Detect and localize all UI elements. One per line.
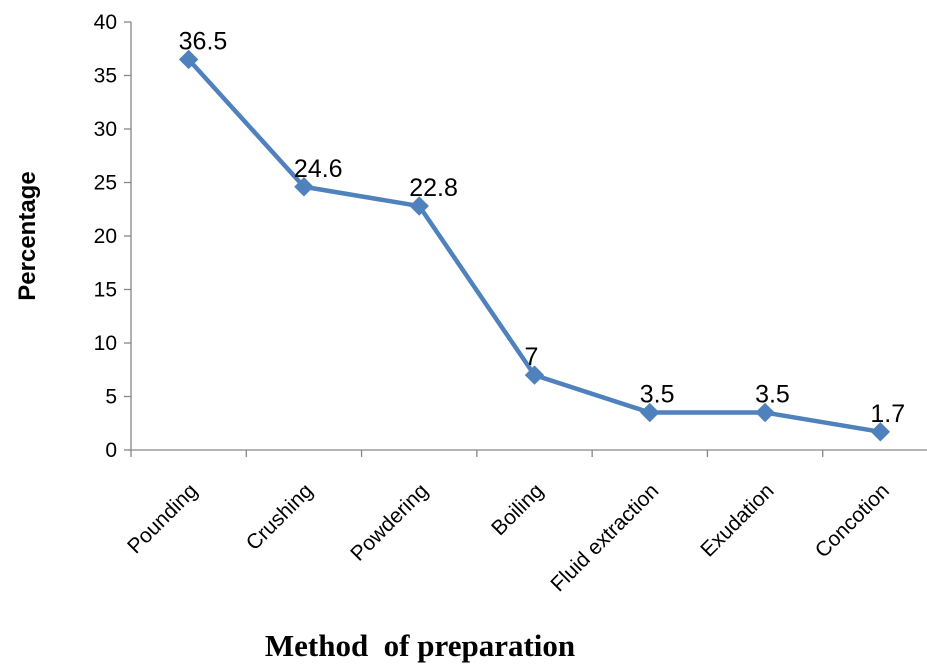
x-axis-title: Method of preparation bbox=[265, 628, 575, 663]
data-point-marker bbox=[178, 49, 199, 70]
y-tick-label: 10 bbox=[94, 332, 117, 355]
data-label: 3.5 bbox=[755, 381, 790, 409]
data-labels: 36.5 24.6 22.8 7 3.5 3.5 1.7 bbox=[179, 27, 905, 427]
x-category-label: Pounding bbox=[123, 479, 202, 558]
data-point-marker bbox=[640, 402, 660, 423]
y-axis: 0 5 10 15 20 25 30 35 40 bbox=[94, 11, 132, 462]
y-tick-label: 5 bbox=[105, 386, 117, 409]
data-point-marker bbox=[294, 177, 314, 197]
data-label: 7 bbox=[525, 343, 539, 371]
y-tick-label: 0 bbox=[105, 439, 117, 462]
y-tick-label: 40 bbox=[94, 11, 117, 34]
data-label: 36.5 bbox=[179, 27, 228, 55]
data-point-marker bbox=[755, 402, 775, 423]
data-point-marker bbox=[870, 422, 891, 442]
x-category-label: Concotion bbox=[811, 479, 894, 562]
data-point-marker bbox=[524, 365, 545, 385]
y-tick-label: 35 bbox=[94, 65, 117, 88]
y-axis-title: Percentage bbox=[14, 171, 41, 300]
y-tick-label: 25 bbox=[94, 172, 117, 195]
y-tick-label: 20 bbox=[94, 225, 117, 248]
data-label: 1.7 bbox=[870, 400, 905, 428]
x-category-label: Exudation bbox=[696, 479, 778, 561]
data-label: 3.5 bbox=[640, 381, 675, 409]
y-tick-label: 15 bbox=[94, 279, 117, 302]
data-label: 22.8 bbox=[409, 174, 458, 202]
x-category-label: Boiling bbox=[487, 479, 548, 540]
x-category-label: Crushing bbox=[242, 479, 318, 555]
y-ticks: 0 5 10 15 20 25 30 35 40 bbox=[94, 11, 131, 462]
series-pounding-to-concotion bbox=[178, 49, 891, 442]
x-category-label: Powdering bbox=[346, 479, 432, 565]
x-category-label: Fluid extraction bbox=[546, 479, 663, 596]
data-label: 24.6 bbox=[294, 155, 343, 183]
data-point-marker bbox=[409, 196, 429, 216]
y-tick-label: 30 bbox=[94, 118, 117, 141]
